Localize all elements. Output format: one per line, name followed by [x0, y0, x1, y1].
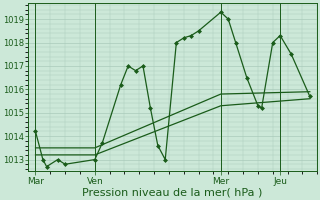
X-axis label: Pression niveau de la mer( hPa ): Pression niveau de la mer( hPa ) [83, 187, 263, 197]
